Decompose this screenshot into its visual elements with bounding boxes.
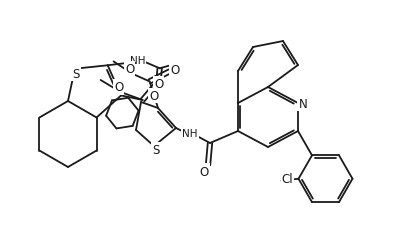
Text: O: O	[149, 89, 158, 102]
Text: S: S	[152, 144, 160, 157]
Text: NH: NH	[182, 128, 198, 138]
Text: N: N	[299, 97, 307, 110]
Text: NH: NH	[130, 56, 145, 66]
Text: O: O	[199, 165, 209, 178]
Text: O: O	[170, 64, 179, 76]
Text: Cl: Cl	[282, 172, 293, 185]
Text: O: O	[125, 63, 134, 76]
Text: O: O	[114, 81, 123, 94]
Text: O: O	[154, 78, 163, 91]
Text: S: S	[72, 68, 79, 81]
